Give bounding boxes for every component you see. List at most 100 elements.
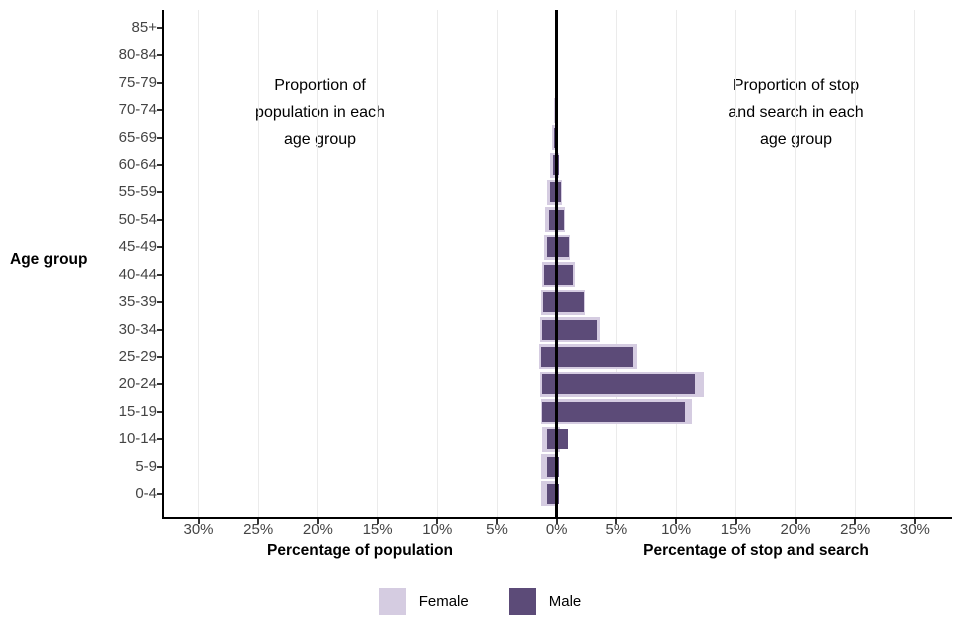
age-tick-label: 80-84 [118,46,157,64]
gridline [675,10,677,517]
age-tick-label: 15-19 [118,402,157,420]
gridline [914,10,916,517]
age-tick-label: 30-34 [118,320,157,338]
gridline [615,10,617,517]
zero-reference-line [554,10,559,517]
age-tick-label: 10-14 [118,430,157,448]
bar-male-population [547,456,557,477]
x-tick-label: 15% [362,521,393,538]
x-axis-line [162,517,952,519]
bar-male-stop-search [556,429,569,450]
age-tick-label: 20-24 [118,375,157,393]
bar-male-stop-search [556,182,562,203]
x-tick-label: 30% [899,521,930,538]
x-tick-mark [197,519,200,524]
x-tick-label: 30% [183,521,214,538]
x-tick-label: 0% [545,521,568,538]
age-tick-mark [157,301,162,304]
x-tick-mark [436,519,439,524]
bar-male-population [547,429,557,450]
bar-male-population [546,483,557,504]
age-tick-label: 75-79 [118,73,157,91]
age-tick-mark [157,109,162,112]
x-axis-title-population: Percentage of population [266,542,453,559]
age-tick-mark [157,465,162,468]
bar-male-population [542,401,557,422]
x-tick-label: 5% [486,521,508,538]
age-tick-label: 65-69 [118,128,157,146]
bar-male-population [550,182,557,203]
bar-male-population [541,319,557,340]
age-tick-label: 45-49 [118,238,157,256]
x-tick-label: 5% [605,521,628,538]
age-tick-mark [157,81,162,84]
age-tick-mark [157,27,162,29]
gridline [377,10,379,517]
x-axis-title-stop-search: Percentage of stop and search [643,542,869,559]
x-tick-mark [496,519,498,524]
bar-male-population [546,237,557,258]
legend-swatch-male [508,588,536,615]
bar-male-stop-search [556,346,634,367]
gridline [795,10,796,517]
x-tick-label: 10% [661,521,692,538]
x-tick-label: 20% [780,521,811,538]
age-tick-label: 5-9 [135,457,157,475]
x-tick-label: 15% [720,521,751,538]
age-tick-mark [157,328,162,331]
bar-male-population [548,209,557,230]
gridline [257,10,259,517]
age-tick-mark [157,355,162,358]
age-tick-label: 70-74 [118,101,157,119]
x-tick-mark [615,519,618,524]
age-tick-mark [157,273,162,276]
age-tick-label: 40-44 [118,265,157,283]
bar-male-population [541,346,557,367]
legend: Female Male [0,588,960,615]
bar-male-stop-search [556,401,686,422]
age-tick-mark [157,136,162,139]
gridline [317,10,319,517]
gridline [496,10,498,517]
bar-male-stop-search [556,264,573,285]
x-tick-mark [734,519,737,524]
age-tick-mark [157,246,162,249]
x-tick-mark [794,519,797,524]
age-tick-mark [157,492,162,495]
legend-swatch-female [378,588,406,615]
bar-male-stop-search [556,319,598,340]
bar-male-stop-search [556,374,696,395]
age-tick-mark [157,438,162,441]
x-tick-label: 20% [302,521,333,538]
bar-male-population [552,155,557,176]
legend-label-male: Male [548,593,582,610]
age-tick-label: 25-29 [118,347,157,365]
age-tick-mark [157,164,162,167]
gridline [436,10,438,517]
bar-male-population [542,292,557,313]
age-tick-mark [157,410,162,413]
age-tick-label: 85+ [131,19,157,36]
x-tick-mark [257,519,260,524]
age-tick-label: 50-54 [118,210,157,228]
x-tick-label: 10% [422,521,453,538]
x-tick-mark [854,519,857,524]
x-tick-mark [555,519,558,524]
age-tick-label: 35-39 [118,293,157,311]
gridline [854,10,856,517]
legend-label-female: Female [418,593,469,610]
x-tick-mark [376,519,379,524]
bar-male-stop-search [556,237,569,258]
bar-male-population [541,374,557,395]
x-tick-mark [675,519,678,524]
right-annotation: Proportion of stop and search in each ag… [728,77,864,148]
y-axis-title: Age group [10,251,88,268]
age-tick-label: 0-4 [135,484,157,502]
age-tick-mark [157,54,162,57]
y-axis-line [162,10,164,517]
x-tick-mark [913,519,916,524]
bar-male-population [544,264,557,285]
age-tick-mark [157,191,162,194]
x-tick-label: 25% [840,521,871,538]
age-tick-label: 60-64 [118,156,157,174]
